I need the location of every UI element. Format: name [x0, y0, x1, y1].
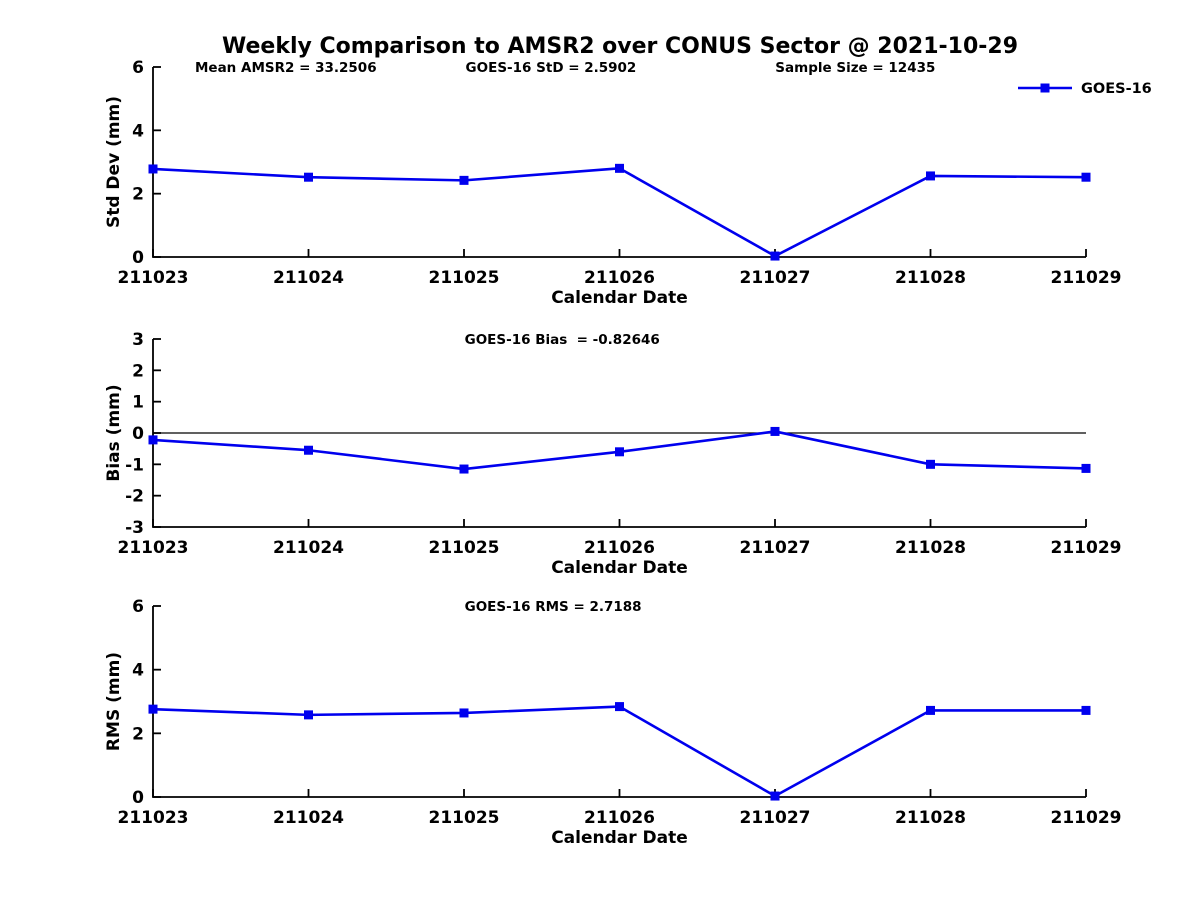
x-tick-label: 211023 [118, 808, 189, 828]
figure-title: Weekly Comparison to AMSR2 over CONUS Se… [222, 34, 1018, 59]
data-point-marker [770, 251, 780, 261]
legend-label: GOES-16 [1081, 81, 1152, 97]
stat-annotation: GOES-16 RMS = 2.7188 [465, 599, 642, 615]
legend-marker-icon [1040, 83, 1050, 93]
y-tick-label: 2 [132, 185, 144, 205]
stat-annotation: GOES-16 Bias = -0.82646 [465, 332, 660, 348]
goes16-line [152, 167, 1087, 258]
data-point-marker [459, 464, 469, 474]
y-axis-label: Std Dev (mm) [104, 96, 124, 228]
data-point-marker [304, 445, 313, 455]
y-tick-label: 0 [132, 424, 144, 444]
x-axis-label: Calendar Date [551, 828, 688, 848]
data-point-marker [1081, 705, 1091, 715]
x-axis-label: Calendar Date [551, 288, 688, 308]
y-tick-label: 3 [132, 330, 144, 350]
x-tick-label: 211024 [273, 538, 344, 558]
y-tick-label: 4 [132, 121, 144, 141]
stat-annotation: Sample Size = 12435 [775, 60, 935, 76]
y-tick-label: -1 [125, 455, 144, 475]
subplot-std-dev: 0 2 4 6 211023 211024 211025 211026 211027 211028… [104, 58, 1152, 308]
data-point-marker [459, 708, 469, 718]
data-point-marker [770, 791, 780, 801]
y-tick-label: 4 [132, 661, 144, 681]
x-tick-label: 211026 [584, 538, 655, 558]
data-point-marker [148, 435, 158, 445]
x-tick-label: 211025 [429, 268, 500, 288]
x-tick-label: 211028 [895, 808, 966, 828]
x-tick-label: 211024 [273, 808, 344, 828]
x-tick-label: 211025 [429, 808, 500, 828]
data-point-marker [304, 172, 313, 182]
stat-annotation: GOES-16 StD = 2.5902 [466, 60, 637, 76]
data-point-marker [770, 426, 780, 436]
x-tick-label: 211025 [429, 538, 500, 558]
data-point-marker [926, 705, 935, 715]
x-tick-label: 211023 [118, 538, 189, 558]
data-point-marker [615, 447, 624, 457]
stat-annotation: Mean AMSR2 = 33.2506 [195, 60, 377, 76]
data-point-marker [926, 171, 935, 181]
data-point-marker [148, 704, 158, 714]
data-point-marker [926, 459, 935, 469]
x-axis-label: Calendar Date [551, 558, 688, 578]
y-tick-label: 6 [132, 58, 144, 78]
x-tick-label: 211028 [895, 268, 966, 288]
axes-spines [152, 606, 1086, 798]
x-tick-label: 211029 [1051, 808, 1122, 828]
x-tick-label: 211023 [118, 268, 189, 288]
y-tick-label: 6 [132, 597, 144, 617]
subplot-rms: 0 2 4 6 211023 211024 211025 211026 211027 211028… [104, 597, 1121, 848]
y-tick-label: -3 [125, 518, 144, 538]
data-point-marker [1081, 463, 1091, 473]
legend: GOES-16 [1018, 81, 1152, 97]
y-axis-label: Bias (mm) [104, 384, 124, 481]
y-tick-label: 2 [132, 724, 144, 744]
x-tick-label: 211026 [584, 808, 655, 828]
data-point-marker [304, 710, 313, 720]
subplot-bias: -3 -2 -1 0 1 2 3 211023 211024 211025 211026 211027… [104, 330, 1121, 578]
axes-spines [152, 67, 1086, 258]
x-tick-label: 211024 [273, 268, 344, 288]
x-tick-label: 211027 [740, 538, 811, 558]
data-point-marker [615, 163, 624, 173]
x-tick-label: 211026 [584, 268, 655, 288]
x-tick-label: 211029 [1051, 268, 1122, 288]
y-tick-label: 0 [132, 248, 144, 268]
data-point-marker [1081, 172, 1091, 182]
goes16-line [152, 705, 1086, 798]
data-point-marker [148, 164, 158, 174]
y-tick-label: 1 [132, 393, 144, 413]
x-tick-label: 211027 [740, 268, 811, 288]
x-tick-label: 211028 [895, 538, 966, 558]
x-tick-label: 211029 [1051, 538, 1122, 558]
x-tick-label: 211027 [740, 808, 811, 828]
y-tick-label: -2 [125, 487, 144, 507]
data-point-marker [459, 175, 469, 185]
y-tick-label: 0 [132, 788, 144, 808]
data-point-marker [615, 702, 624, 712]
y-tick-label: 2 [132, 361, 144, 381]
y-axis-label: RMS (mm) [104, 652, 124, 751]
